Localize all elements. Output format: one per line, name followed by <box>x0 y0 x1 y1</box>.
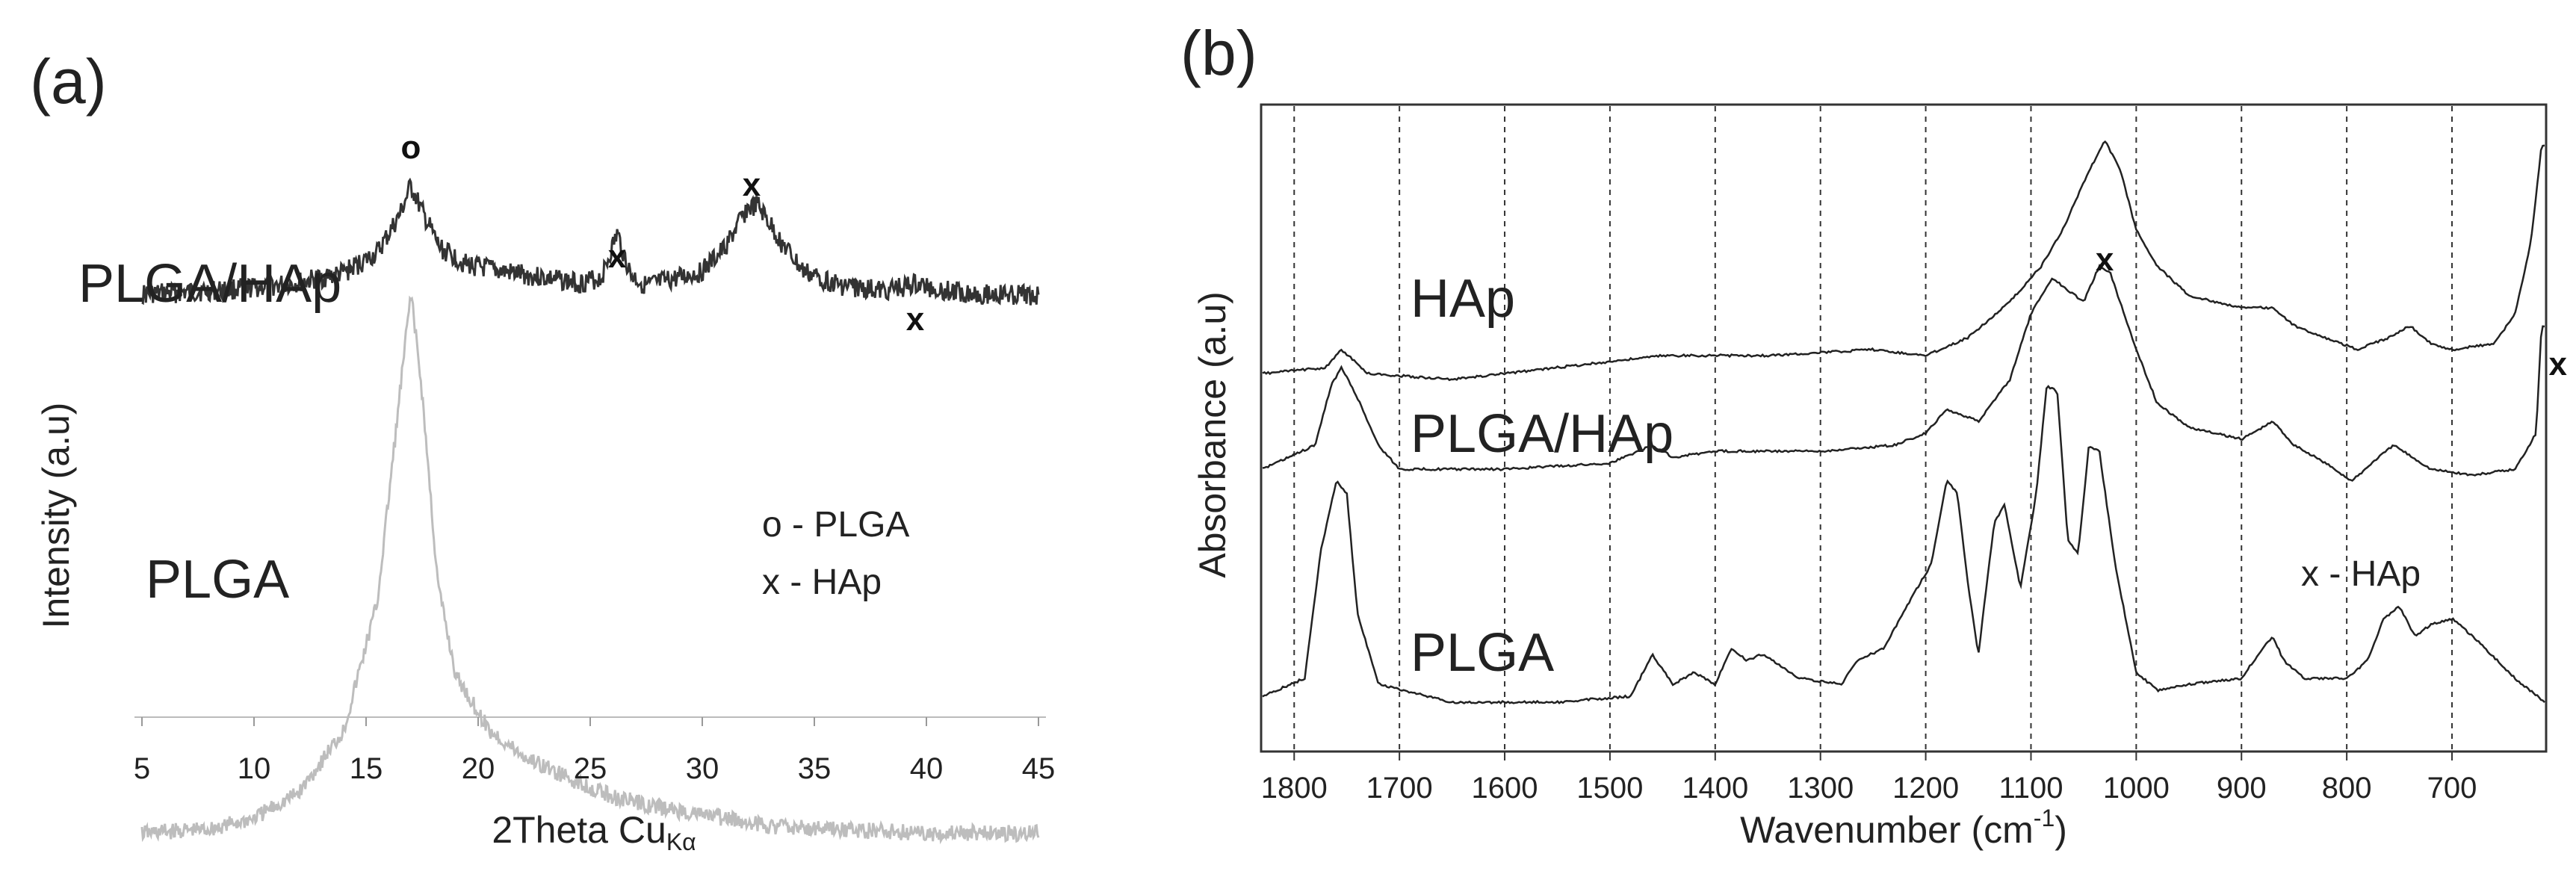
panel-b-series-label-plga-hap: PLGA/HAp <box>1411 404 1674 464</box>
panel-a-tick-label: 30 <box>686 752 719 785</box>
panel-b-tick-label: 1600 <box>1472 772 1538 805</box>
panel-b-tick-label: 1300 <box>1787 772 1854 805</box>
panel-a-plot-area <box>140 177 1040 845</box>
panel-a-label: (a) <box>30 46 107 117</box>
panel-b-tick-label: 900 <box>2217 772 2267 805</box>
panel-a-peak-marker: o <box>401 129 421 166</box>
panel-b-peak-marker: x <box>2549 346 2568 382</box>
panel-b-tick-label: 1100 <box>1998 772 2063 805</box>
panel-a-series-line <box>141 177 1040 306</box>
panel-a-y-axis-title: Intensity (a.u) <box>35 403 77 629</box>
panel-a-peak-marker: x <box>608 238 627 275</box>
panel-a-peak-markers: o x x x <box>401 129 925 338</box>
panel-a-series-line <box>140 295 1040 845</box>
panel-a-series-label-plga: PLGA <box>146 550 289 610</box>
panel-a-x-ticks: 5 10 15 20 25 30 35 40 45 <box>134 717 1055 785</box>
panel-a-tick-label: 15 <box>350 752 383 785</box>
panel-a-tick-label: 40 <box>910 752 944 785</box>
panel-a-tick-label: 20 <box>462 752 495 785</box>
panel-a-tick-label: 25 <box>574 752 607 785</box>
panel-b-ftir-chart: (b) Absorbance (a.u) 1800 1700 1600 1500 140… <box>1180 18 2568 851</box>
panel-b-x-axis-title: Wavenumber (cm-1) <box>1740 805 2067 851</box>
panel-b-series-label-hap: HAp <box>1411 269 1515 329</box>
panel-b-plot-frame <box>1260 103 2548 753</box>
panel-b-series-line <box>1262 264 2545 482</box>
panel-b-tick-label: 700 <box>2427 772 2477 805</box>
panel-b-tick-label: 800 <box>2322 772 2372 805</box>
panel-b-peak-marker: x <box>2096 241 2114 278</box>
panel-b-gridlines <box>1293 106 2453 750</box>
panel-a-peak-marker: x <box>743 167 761 203</box>
panel-b-plot-area <box>1262 140 2545 705</box>
panel-a-tick-label: 10 <box>238 752 271 785</box>
panel-b-tick-label: 1700 <box>1366 772 1433 805</box>
panel-a-series-label-plga-hap: PLGA/HAp <box>78 254 341 314</box>
panel-a-legend-hap: x - HAp <box>762 563 882 602</box>
panel-b-series-label-plga: PLGA <box>1411 623 1554 683</box>
panel-b-label: (b) <box>1180 18 1257 88</box>
panel-a-tick-label: 35 <box>798 752 832 785</box>
panel-b-series-line <box>1262 140 2545 382</box>
panel-b-series-line <box>1262 385 2545 705</box>
panel-a-legend-plga: o - PLGA <box>762 505 909 545</box>
panel-b-tick-label: 1000 <box>2103 772 2170 805</box>
panel-a-xrd-chart: (a) Intensity (a.u) 5 10 15 20 25 30 35 40 45 2T… <box>30 46 1055 855</box>
panel-b-legend-hap: x - HAp <box>2301 554 2421 594</box>
panel-b-y-axis-title: Absorbance (a.u) <box>1192 291 1233 578</box>
panel-a-peak-marker: x <box>906 301 925 338</box>
panel-b-tick-label: 1400 <box>1682 772 1748 805</box>
panel-b-tick-label: 1200 <box>1892 772 1959 805</box>
panel-b-tick-label: 1500 <box>1576 772 1643 805</box>
panel-b-x-ticks: 1800 1700 1600 1500 1400 1300 1200 1100 1000 900 8… <box>1261 752 2477 805</box>
panel-a-tick-label: 45 <box>1022 752 1056 785</box>
panel-a-x-axis-title: 2Theta CuKα <box>492 809 696 855</box>
panel-b-peak-markers: xx <box>2096 241 2568 382</box>
panel-a-tick-label: 5 <box>134 752 150 785</box>
panel-b-tick-label: 1800 <box>1261 772 1328 805</box>
